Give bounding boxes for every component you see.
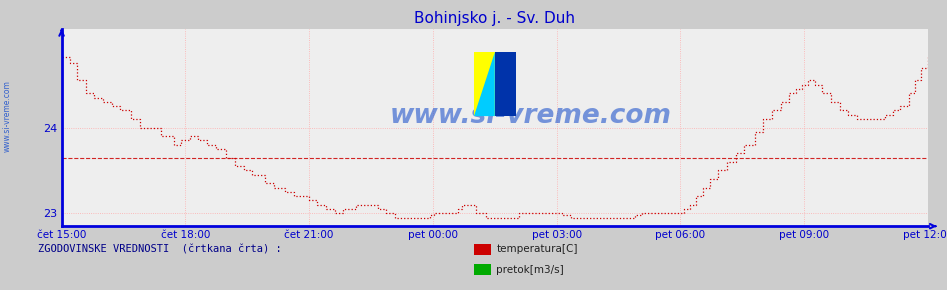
- Title: Bohinjsko j. - Sv. Duh: Bohinjsko j. - Sv. Duh: [414, 11, 576, 26]
- Text: temperatura[C]: temperatura[C]: [496, 244, 578, 254]
- Text: www.si-vreme.com: www.si-vreme.com: [3, 80, 12, 152]
- Text: www.si-vreme.com: www.si-vreme.com: [389, 103, 671, 129]
- Text: pretok[m3/s]: pretok[m3/s]: [496, 265, 564, 275]
- Text: ZGODOVINSKE VREDNOSTI  (črtkana črta) :: ZGODOVINSKE VREDNOSTI (črtkana črta) :: [38, 244, 281, 254]
